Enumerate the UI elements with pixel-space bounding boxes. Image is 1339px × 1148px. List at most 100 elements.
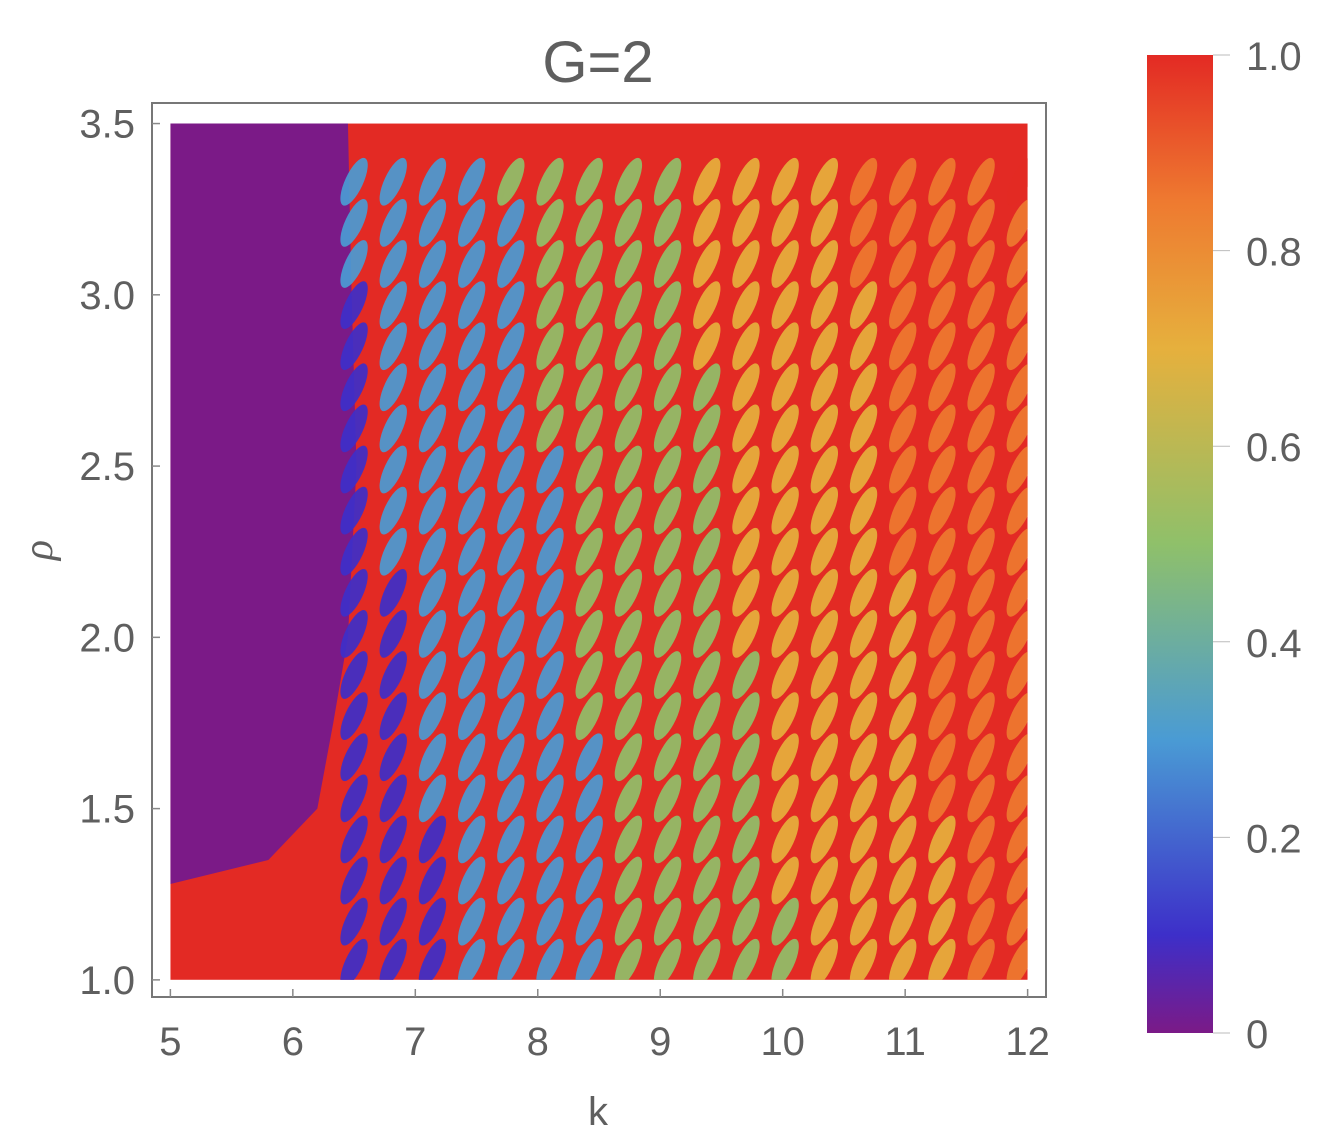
heatmap-lobe: [889, 774, 917, 823]
heatmap-lobe: [771, 322, 799, 371]
x-tick-label: 12: [1005, 1020, 1050, 1064]
heatmap-lobe: [379, 938, 407, 980]
heatmap-lobe: [497, 938, 525, 980]
x-axis-ticks: 5 6 7 8 9 10 11 12: [159, 989, 1050, 1064]
heatmap-lobe: [536, 568, 564, 617]
heatmap-lobe: [889, 281, 917, 329]
y-tick-label: 1.5: [79, 788, 135, 832]
heatmap-lobe: [928, 404, 956, 453]
heatmap-lobe: [457, 692, 486, 740]
heatmap-lobe: [693, 240, 721, 288]
heatmap-lobe: [693, 527, 721, 576]
heatmap-lobe: [849, 486, 878, 535]
heatmap-lobe: [379, 240, 407, 288]
heatmap-lobe: [1006, 815, 1028, 864]
heatmap-lobe: [536, 445, 564, 494]
y-axis-label: ρ: [16, 540, 62, 562]
heatmap-lobe: [457, 445, 486, 494]
heatmap-lobe: [418, 445, 447, 494]
heatmap-lobe: [693, 774, 721, 823]
heatmap-lobe: [889, 527, 917, 576]
heatmap-lobe: [614, 281, 643, 329]
heatmap-lobe: [967, 692, 995, 740]
heatmap-lobe: [967, 404, 995, 453]
heatmap-lobe: [693, 651, 721, 699]
heatmap-lobe: [693, 856, 721, 905]
heatmap-lobe: [536, 486, 564, 535]
heatmap-lobe: [614, 692, 643, 740]
heatmap-lobe: [889, 199, 917, 247]
heatmap-lobe: [1006, 445, 1028, 494]
heatmap-lobe: [457, 157, 486, 206]
heatmap-lobe: [810, 527, 839, 576]
plot-frame: [151, 102, 1047, 998]
heatmap-lobe: [849, 856, 878, 905]
colorbar-tick-label: 0.6: [1246, 426, 1302, 470]
heatmap-lobe: [340, 938, 368, 980]
heatmap-lobe: [771, 774, 799, 823]
heatmap-lobe: [693, 733, 721, 782]
heatmap-lobe: [575, 692, 603, 740]
heatmap-lobe: [653, 240, 682, 288]
heatmap-lobe: [928, 322, 956, 371]
heatmap-lobe: [693, 157, 721, 206]
heatmap-lobe: [614, 651, 643, 699]
colorbar-tick-label: 0.2: [1246, 817, 1302, 861]
heatmap-lobe: [928, 856, 956, 905]
heatmap-lobe: [771, 938, 799, 980]
heatmap-lobe: [536, 281, 564, 329]
heatmap-lobe: [1006, 527, 1028, 576]
heatmap-lobe: [614, 897, 643, 946]
heatmap-lobe: [536, 897, 564, 946]
heatmap-lobe: [889, 897, 917, 946]
heatmap-lobe: [889, 856, 917, 905]
heatmap-lobe: [497, 486, 525, 535]
x-tick-label: 6: [282, 1020, 304, 1064]
heatmap-lobe: [849, 733, 878, 782]
heatmap-lobe: [379, 527, 407, 576]
heatmap-lobe: [536, 774, 564, 823]
heatmap-lobe: [653, 404, 682, 453]
heatmap-lobe: [771, 692, 799, 740]
heatmap-lobe: [614, 856, 643, 905]
heatmap-lobe: [418, 240, 447, 288]
heatmap-lobe: [771, 157, 799, 206]
heatmap-lobe: [497, 363, 525, 412]
heatmap-lobe: [653, 692, 682, 740]
heatmap-lobe: [732, 527, 760, 576]
heatmap-lobe: [575, 733, 603, 782]
heatmap-lobe: [967, 281, 995, 329]
heatmap-lobe: [614, 610, 643, 658]
heatmap-lobe: [928, 938, 956, 980]
x-tick-label: 10: [760, 1020, 805, 1064]
heatmap-lobe: [889, 938, 917, 980]
heatmap-lobe: [810, 486, 839, 535]
heatmap-lobe: [928, 527, 956, 576]
heatmap-lobe: [732, 568, 760, 617]
heatmap-lobe: [810, 157, 839, 206]
heatmap-lobe: [536, 322, 564, 371]
heatmap-lobe: [693, 897, 721, 946]
heatmap-lobe: [536, 404, 564, 453]
heatmap-lobe: [810, 938, 839, 980]
heatmap-lobe: [1006, 281, 1028, 329]
heatmap-lobe: [1006, 404, 1028, 453]
heatmap-lobe: [497, 445, 525, 494]
heatmap-lobe: [653, 322, 682, 371]
heatmap-lobe: [771, 856, 799, 905]
heatmap-lobe: [849, 815, 878, 864]
heatmap-lobe: [418, 363, 447, 412]
heatmap-lobe: [340, 527, 368, 576]
heatmap-lobe: [653, 363, 682, 412]
heatmap-lobe: [457, 322, 486, 371]
y-tick-label: 2.0: [79, 616, 135, 660]
heatmap-lobe: [653, 733, 682, 782]
x-tick-label: 7: [404, 1020, 426, 1064]
heatmap-lobe: [849, 651, 878, 699]
heatmap-lobe: [379, 856, 407, 905]
heatmap-lobe: [732, 733, 760, 782]
heatmap-lobe: [1006, 157, 1028, 206]
heatmap-lobe: [889, 815, 917, 864]
heatmap-lobe: [614, 568, 643, 617]
heatmap-lobe: [810, 815, 839, 864]
